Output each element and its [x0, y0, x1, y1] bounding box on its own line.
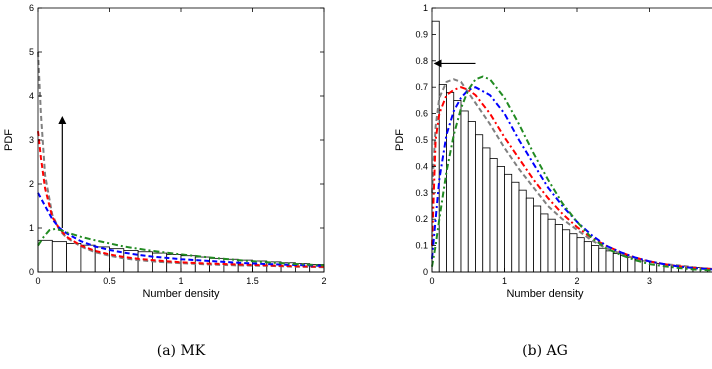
histogram-bar	[562, 229, 571, 273]
histogram-bar	[569, 233, 578, 273]
panel-b-bars	[431, 20, 712, 273]
x-tick-label: 0.5	[103, 276, 116, 286]
x-tick-label: 1	[502, 276, 507, 286]
histogram-bar	[576, 237, 585, 273]
histogram-bar	[489, 158, 498, 273]
y-tick-label: 5	[29, 47, 34, 57]
y-tick-label: 0.4	[415, 161, 428, 171]
y-tick-label: 0.7	[415, 82, 428, 92]
y-tick-label: 0.2	[415, 214, 428, 224]
histogram-bar	[496, 165, 505, 273]
histogram-bar	[37, 239, 53, 273]
pdf-curve	[37, 227, 325, 267]
y-tick-label: 0	[29, 267, 34, 277]
x-tick-label: 1.5	[246, 276, 259, 286]
histogram-bar	[66, 242, 82, 273]
y-tick-label: 0.5	[415, 135, 428, 145]
pdf-curve	[431, 86, 712, 271]
panel-a-ylabel: PDF	[3, 129, 15, 151]
y-tick-label: 6	[29, 3, 34, 13]
histogram-bar	[533, 205, 542, 273]
panel-a-curves	[37, 51, 325, 269]
panel-b-chart: 0 1 2 3 0 0.1 0.2 0.3 0.4 0.5 0.6 0.7 0.8 0.9 1 PDF Nu…	[394, 3, 712, 359]
histogram-bar	[453, 100, 462, 273]
histogram-bar	[467, 121, 476, 273]
pdf-curve	[37, 51, 325, 269]
panel-b-ylabel: PDF	[394, 129, 406, 151]
y-tick-label: 4	[29, 91, 34, 101]
histogram-bar	[475, 134, 484, 273]
panel-a-xlabel: Number density	[142, 288, 220, 300]
histogram-bar	[583, 241, 592, 273]
y-tick-label: 0.6	[415, 109, 428, 119]
histogram-bar	[511, 181, 520, 273]
histogram-bar	[51, 241, 67, 273]
panel-a-caption: (a) MK	[157, 343, 206, 359]
y-tick-label: 0.8	[415, 56, 428, 66]
y-tick-label: 2	[29, 179, 34, 189]
x-tick-label: 3	[647, 276, 652, 286]
y-tick-label: 0.1	[415, 241, 428, 251]
histogram-bar	[518, 189, 527, 273]
histogram-bar	[612, 253, 621, 273]
panel-a-plot-frame	[37, 7, 325, 273]
pdf-curve	[37, 192, 325, 267]
x-tick-label: 0	[429, 276, 434, 286]
histogram-bar	[540, 213, 549, 273]
x-tick-label: 2	[574, 276, 579, 286]
histogram-bar	[460, 110, 469, 273]
histogram-bar	[591, 245, 600, 273]
panel-a-chart: 0 0.5 1 1.5 2 0 1 2 3 4 5 6 PDF Number density (a) …	[3, 3, 327, 359]
x-tick-label: 2	[321, 276, 326, 286]
y-tick-label: 0.3	[415, 188, 428, 198]
panel-b-plot-frame	[431, 7, 712, 273]
panel-b-xlabel: Number density	[506, 288, 584, 300]
histogram-bar	[554, 224, 563, 273]
panel-b-curves	[431, 75, 712, 272]
histogram-bar	[525, 197, 534, 273]
panel-a-ticks: 0 0.5 1 1.5 2 0 1 2 3 4 5 6	[29, 3, 327, 286]
histogram-bar	[547, 218, 556, 273]
y-tick-label: 1	[29, 223, 34, 233]
histogram-bar	[504, 173, 513, 273]
x-tick-label: 0	[35, 276, 40, 286]
pdf-curve	[431, 75, 712, 272]
y-tick-label: 3	[29, 135, 34, 145]
y-tick-label: 0.9	[415, 29, 428, 39]
histogram-bar	[605, 250, 614, 273]
y-tick-label: 0	[423, 267, 428, 277]
histogram-bar	[598, 247, 607, 273]
y-tick-label: 1	[423, 3, 428, 13]
histogram-bar	[446, 92, 455, 273]
panel-b-caption: (b) AG	[522, 343, 568, 359]
pdf-curve	[37, 131, 325, 268]
histogram-bar	[482, 147, 491, 273]
x-tick-label: 1	[178, 276, 183, 286]
